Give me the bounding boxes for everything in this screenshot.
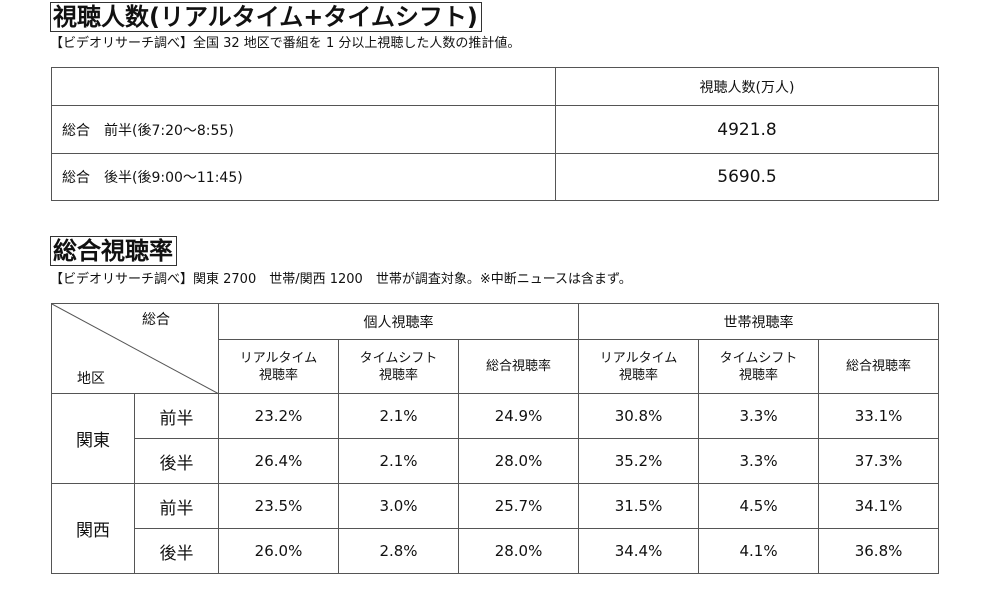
rating-cell: 35.2% xyxy=(578,438,700,484)
table-row: 後半 26.4% 2.1% 28.0% 35.2% 3.3% 37.3% xyxy=(52,438,940,484)
rating-cell: 28.0% xyxy=(457,438,580,484)
table-row: 関東 前半 23.2% 2.1% 24.9% 30.8% 3.3% 33.1% xyxy=(51,393,940,484)
rating-cell: 25.7% xyxy=(457,483,580,529)
group-header-personal: 個人視聴率 xyxy=(217,303,580,340)
rating-cell: 2.8% xyxy=(338,528,459,574)
rating-cell: 2.1% xyxy=(338,393,459,439)
half-label: 前半 xyxy=(134,483,219,529)
half-label: 後半 xyxy=(134,528,219,574)
viewers-row-value: 5690.5 xyxy=(555,153,939,201)
group-header-household: 世帯視聴率 xyxy=(578,303,940,340)
viewers-table: 視聴人数(万人) 総合 前半(後7:20〜8:55) 4921.8 総合 後半(… xyxy=(51,67,939,201)
region-label: 関西 xyxy=(51,483,135,574)
subheader-total: 総合視聴率 xyxy=(818,339,940,394)
rating-cell: 4.1% xyxy=(698,528,820,574)
rating-cell: 36.8% xyxy=(818,528,940,574)
table-row: 総合 後半(後9:00〜11:45) 5690.5 xyxy=(51,153,939,201)
subheader-realtime: リアルタイム 視聴率 xyxy=(578,339,700,394)
rating-cell: 23.5% xyxy=(218,483,339,529)
rating-cell: 30.8% xyxy=(578,393,700,439)
rating-cell: 34.4% xyxy=(578,528,700,574)
rating-cell: 3.3% xyxy=(698,393,820,439)
subheader-timeshift: タイムシフト 視聴率 xyxy=(338,339,459,394)
rating-cell: 34.1% xyxy=(818,483,940,529)
corner-top-label: 総合 xyxy=(142,312,170,328)
viewers-row-label: 総合 前半(後7:20〜8:55) xyxy=(51,105,556,154)
half-label: 前半 xyxy=(134,393,219,439)
viewers-row-label: 総合 後半(後9:00〜11:45) xyxy=(51,153,556,201)
corner-cell: 総合 地区 xyxy=(51,303,219,394)
rating-cell: 37.3% xyxy=(818,438,940,484)
rating-cell: 3.0% xyxy=(338,483,459,529)
ratings-note: 【ビデオリサーチ調べ】関東 2700 世帯/関西 1200 世帯が調査対象。※中… xyxy=(50,272,632,287)
table-row: 後半 26.0% 2.8% 28.0% 34.4% 4.1% 36.8% xyxy=(52,528,940,574)
viewers-column-header: 視聴人数(万人) xyxy=(555,67,939,106)
rating-cell: 4.5% xyxy=(698,483,820,529)
rating-cell: 31.5% xyxy=(578,483,700,529)
viewers-title: 視聴人数(リアルタイム+タイムシフト) xyxy=(50,2,482,32)
rating-cell: 23.2% xyxy=(218,393,339,439)
rating-cell: 2.1% xyxy=(338,438,459,484)
viewers-header-empty xyxy=(51,67,556,106)
viewers-row-value: 4921.8 xyxy=(555,105,939,154)
corner-bottom-label: 地区 xyxy=(77,371,105,387)
rating-cell: 26.0% xyxy=(218,528,339,574)
subheader-realtime: リアルタイム 視聴率 xyxy=(218,339,339,394)
viewers-header-row: 視聴人数(万人) xyxy=(51,67,939,106)
viewers-note: 【ビデオリサーチ調べ】全国 32 地区で番組を 1 分以上視聴した人数の推計値。 xyxy=(50,36,521,51)
rating-cell: 26.4% xyxy=(218,438,339,484)
rating-cell: 3.3% xyxy=(698,438,820,484)
ratings-table: 総合 地区 個人視聴率 世帯視聴率 リアルタイム 視聴率 タイムシフト 視聴率 総合… xyxy=(51,303,940,574)
subheader-timeshift: タイムシフト 視聴率 xyxy=(698,339,820,394)
ratings-title: 総合視聴率 xyxy=(50,236,177,266)
rating-cell: 33.1% xyxy=(818,393,940,439)
rating-cell: 24.9% xyxy=(457,393,580,439)
subheader-total: 総合視聴率 xyxy=(457,339,580,394)
region-label: 関東 xyxy=(51,393,135,484)
ratings-group-row: 総合 地区 個人視聴率 世帯視聴率 xyxy=(51,303,940,394)
ratings-subheader-row: リアルタイム 視聴率 タイムシフト 視聴率 総合視聴率 リアルタイム 視聴率 タイムシ… xyxy=(52,339,940,394)
corner-diagonal-line xyxy=(52,304,219,394)
rating-cell: 28.0% xyxy=(457,528,580,574)
table-row: 総合 前半(後7:20〜8:55) 4921.8 xyxy=(51,105,939,154)
half-label: 後半 xyxy=(134,438,219,484)
table-row: 関西 前半 23.5% 3.0% 25.7% 31.5% 4.5% 34.1% xyxy=(51,483,940,574)
